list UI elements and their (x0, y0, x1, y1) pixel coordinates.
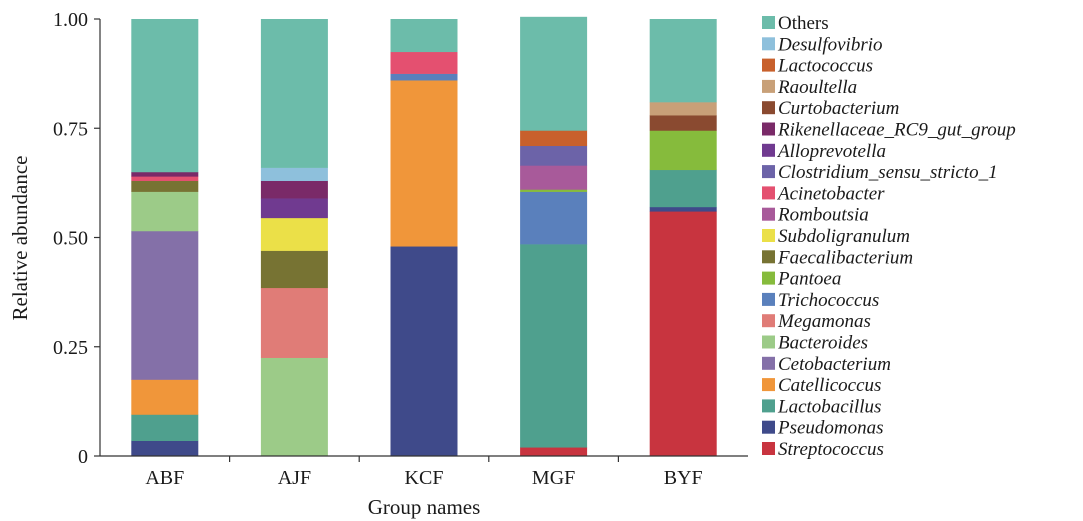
legend-swatch (762, 122, 775, 136)
bar-segment-mgf-others (520, 16, 588, 131)
legend-swatch (762, 420, 775, 434)
legend-swatch (762, 271, 775, 285)
bar-segment-byf-lactobacillus (649, 169, 717, 208)
bar-segment-abf-catellicoccus (131, 379, 199, 415)
x-tick-label: KCF (405, 467, 444, 489)
legend-swatch (762, 250, 775, 264)
y-axis-title: Relative abundance (8, 155, 32, 320)
bar-segment-mgf-romboutsia (520, 165, 588, 190)
legend-label: Lactobacillus (777, 396, 881, 417)
legend-swatch (762, 292, 775, 306)
bar-segment-mgf-pantoea (520, 189, 588, 192)
bar-segment-byf-raoultella (649, 102, 717, 116)
bar-segment-kcf-others (390, 19, 458, 53)
bar-segment-kcf-pseudomonas (390, 246, 458, 457)
legend-label: Clostridium_sensu_stricto_1 (778, 162, 998, 183)
x-tick-label: AJF (278, 467, 311, 489)
bar-segment-abf-faecalibacterium (131, 180, 199, 192)
bar-segment-byf-pseudomonas (649, 206, 717, 212)
bar-segment-mgf-lactococcus (520, 130, 588, 147)
bar-segment-ajf-others (260, 19, 328, 168)
axes-layer: 0 0.25 0.50 0.75 1.00 ABF AJF KCF MGF BYF (53, 9, 748, 489)
x-tick-label: BYF (664, 467, 703, 489)
legend-label: Pantoea (777, 269, 841, 290)
x-tick-label: ABF (145, 467, 184, 489)
legend-swatch (762, 207, 775, 221)
bar-segment-abf-lactobacillus (131, 414, 199, 442)
y-tick-label: 0 (78, 446, 88, 468)
bar-segment-mgf-lactobacillus (520, 244, 588, 448)
bar-segment-abf-others (131, 19, 199, 173)
legend-swatch (762, 143, 775, 157)
legend-label: Trichococcus (778, 290, 879, 311)
legend-swatch (762, 101, 775, 115)
legend-label: Alloprevotella (776, 141, 886, 162)
legend-label: Cetobacterium (778, 354, 891, 375)
y-tick-label: 0.75 (53, 118, 88, 140)
legend-swatch (762, 356, 775, 370)
legend-label: Subdoligranulum (778, 226, 910, 247)
legend-swatch (762, 16, 775, 29)
legend-swatch (762, 314, 775, 328)
legend-label: Catellicoccus (778, 375, 881, 396)
legend-swatch (762, 378, 775, 392)
legend-label: Curtobacterium (778, 98, 899, 119)
legend-swatch (762, 58, 775, 72)
legend-swatch (762, 229, 775, 242)
bar-segment-abf-rikenellaceae-rc9-gut-group (131, 171, 199, 177)
bar-segment-kcf-catellicoccus (390, 80, 458, 247)
legend: OthersDesulfovibrioLactococcusRaoultella… (762, 13, 1016, 460)
y-tick-label: 1.00 (53, 9, 88, 31)
bar-segment-mgf-trichococcus (520, 191, 588, 245)
bar-segment-abf-bacteroides (131, 191, 199, 232)
legend-swatch (762, 165, 775, 179)
bar-segment-abf-cetobacterium (131, 230, 199, 380)
bar-segment-ajf-faecalibacterium (260, 250, 328, 289)
bar-segment-abf-pseudomonas (131, 440, 199, 457)
bar-segment-byf-streptococcus (649, 211, 717, 457)
legend-label: Raoultella (777, 77, 857, 98)
legend-swatch (762, 442, 775, 455)
legend-label: Acinetobacter (776, 183, 885, 204)
bar-segment-mgf-clostridium-sensu-stricto-1 (520, 145, 588, 166)
x-axis-title: Group names (368, 495, 481, 519)
legend-swatch (762, 37, 775, 51)
bar-segment-byf-pantoea (649, 130, 717, 171)
legend-swatch (762, 79, 775, 93)
legend-swatch (762, 399, 775, 413)
legend-label: Streptococcus (778, 439, 884, 460)
legend-label: Desulfovibrio (777, 34, 883, 55)
legend-swatch (762, 186, 775, 200)
bar-segment-mgf-streptococcus (520, 447, 588, 457)
bar-segment-kcf-trichococcus (390, 73, 458, 81)
legend-label: Romboutsia (777, 205, 869, 226)
bar-segment-kcf-acinetobacter (390, 51, 458, 74)
bar-segment-byf-others (649, 19, 717, 103)
bar-segment-byf-curtobacterium (649, 115, 717, 131)
legend-label: Others (778, 13, 829, 34)
bar-segment-ajf-alloprevotella (260, 198, 328, 219)
y-tick-label: 0.25 (53, 337, 88, 359)
bar-segment-ajf-subdoligranulum (260, 217, 328, 251)
legend-label: Megamonas (777, 311, 871, 332)
x-tick-label: MGF (532, 467, 575, 489)
legend-label: Rikenellaceae_RC9_gut_group (777, 120, 1016, 141)
bars-layer (131, 16, 717, 457)
legend-label: Faecalibacterium (777, 247, 913, 268)
legend-label: Pseudomonas (777, 418, 884, 439)
bar-segment-ajf-bacteroides (260, 357, 328, 457)
legend-swatch (762, 335, 775, 349)
bar-segment-ajf-megamonas (260, 287, 328, 358)
bar-segment-ajf-rikenellaceae-rc9-gut-group (260, 180, 328, 199)
bar-segment-abf-acinetobacter (131, 176, 199, 181)
legend-label: Lactococcus (777, 56, 873, 77)
bar-segment-ajf-desulfovibrio (260, 167, 328, 181)
y-tick-label: 0.50 (53, 228, 88, 250)
legend-label: Bacteroides (778, 333, 868, 354)
